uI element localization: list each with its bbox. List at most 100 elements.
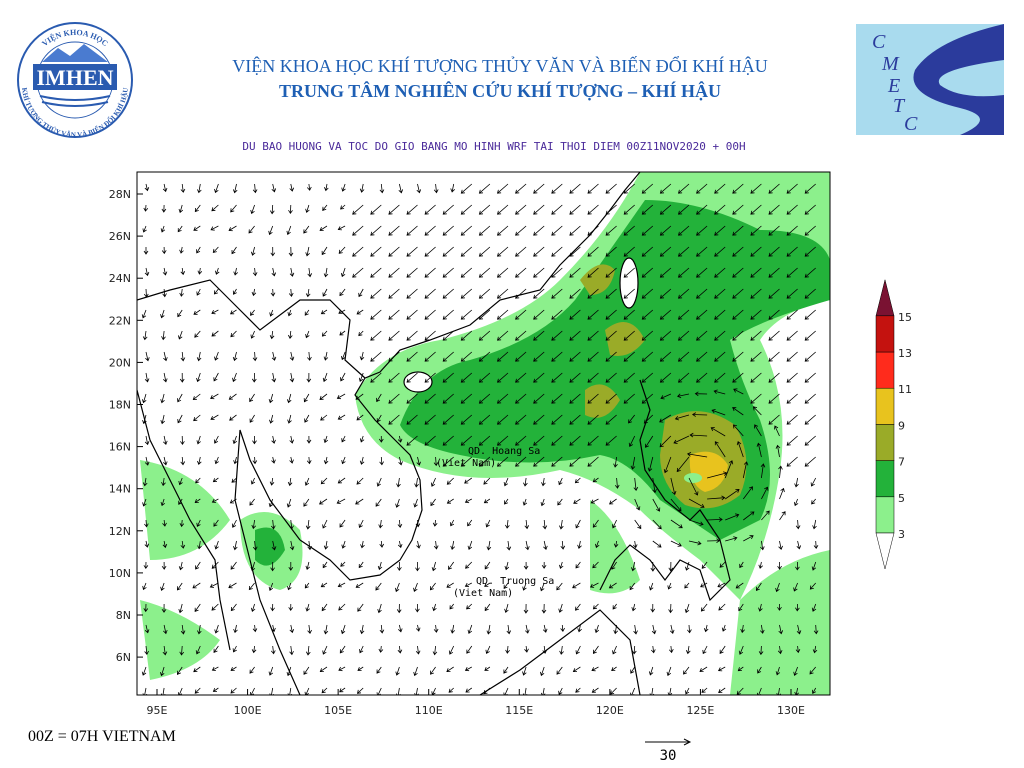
wind-arrow bbox=[320, 309, 328, 315]
lat-label: 26N bbox=[109, 230, 131, 243]
wind-arrow bbox=[370, 225, 382, 236]
lat-label: 12N bbox=[109, 525, 131, 538]
wind-arrow bbox=[677, 330, 690, 341]
wind-arrow bbox=[376, 666, 382, 674]
wind-arrow bbox=[577, 624, 582, 633]
wind-arrow bbox=[213, 519, 219, 527]
wind-arrow bbox=[268, 666, 274, 676]
wind-arrow bbox=[424, 414, 436, 425]
wind-arrow bbox=[442, 372, 454, 383]
wind-arrow bbox=[397, 519, 403, 529]
wind-arrow bbox=[587, 456, 599, 467]
wind-arrow bbox=[612, 603, 617, 610]
wind-arrow bbox=[269, 330, 275, 340]
wind-arrow bbox=[450, 540, 455, 551]
wind-arrow bbox=[160, 414, 165, 425]
wind-arrow bbox=[758, 645, 764, 656]
wind-arrow bbox=[377, 561, 383, 571]
wind-arrow bbox=[643, 414, 654, 424]
wind-arrow bbox=[478, 183, 491, 194]
wind-arrow bbox=[442, 225, 454, 236]
wind-arrow bbox=[249, 498, 255, 506]
wind-arrow bbox=[163, 624, 168, 635]
wind-arrow bbox=[559, 519, 564, 530]
wind-arrow bbox=[442, 330, 454, 341]
wind-arrow bbox=[804, 351, 816, 362]
wind-arrow bbox=[591, 687, 599, 693]
wind-arrow bbox=[713, 389, 726, 395]
wind-arrow bbox=[736, 687, 744, 695]
wind-arrow bbox=[161, 330, 166, 341]
wind-arrow bbox=[179, 372, 185, 383]
wind-arrow bbox=[161, 603, 167, 613]
wind-arrow bbox=[357, 603, 364, 612]
wind-arrow bbox=[388, 414, 400, 425]
wind-arrow bbox=[718, 603, 726, 611]
wind-arrow bbox=[178, 603, 183, 614]
wind-arrow bbox=[786, 456, 798, 467]
wind-arrow bbox=[623, 309, 635, 320]
wind-arrow bbox=[811, 498, 817, 505]
wind-arrow bbox=[357, 666, 364, 671]
wind-arrow bbox=[251, 519, 256, 530]
wind-arrow bbox=[195, 645, 201, 655]
wind-arrow bbox=[740, 624, 745, 634]
wind-arrow bbox=[356, 477, 364, 485]
wind-arrow bbox=[163, 351, 168, 362]
wind-arrow bbox=[652, 477, 657, 494]
wind-arrow bbox=[406, 372, 418, 383]
wind-arrow bbox=[142, 393, 147, 404]
wind-arrow bbox=[725, 513, 740, 521]
wind-arrow bbox=[406, 351, 418, 362]
wind-arrow bbox=[496, 435, 509, 446]
wind-arrow bbox=[677, 225, 690, 236]
wind-arrow bbox=[569, 246, 581, 257]
wind-arrow bbox=[141, 309, 147, 319]
wind-arrow bbox=[628, 435, 636, 447]
wind-arrow bbox=[686, 452, 708, 458]
wind-arrow bbox=[590, 498, 599, 504]
wind-arrow bbox=[323, 351, 329, 361]
wind-arrow bbox=[804, 456, 816, 467]
wind-arrow bbox=[694, 391, 708, 397]
wind-arrow bbox=[775, 582, 780, 593]
wind-arrow bbox=[486, 624, 492, 635]
wind-arrow bbox=[305, 645, 311, 656]
wind-arrow bbox=[396, 477, 401, 488]
wind-arrow bbox=[768, 204, 780, 215]
wind-arrow bbox=[641, 225, 654, 236]
wind-arrow bbox=[605, 246, 617, 257]
wind-arrow bbox=[179, 246, 184, 254]
wind-arrow bbox=[515, 288, 527, 299]
wind-arrow bbox=[575, 645, 581, 655]
wind-arrow bbox=[370, 246, 382, 257]
wind-arrow bbox=[177, 225, 183, 233]
wind-arrow bbox=[177, 414, 183, 424]
wind-arrow bbox=[794, 477, 799, 488]
wind-arrow bbox=[775, 444, 781, 458]
wind-arrow bbox=[587, 435, 599, 446]
wind-arrow bbox=[289, 624, 295, 634]
wind-arrow bbox=[337, 477, 346, 484]
wind-arrow bbox=[337, 225, 346, 231]
wind-arrow bbox=[433, 624, 439, 633]
wind-arrow bbox=[370, 351, 382, 362]
wind-arrow bbox=[338, 666, 346, 672]
wind-arrow bbox=[670, 540, 682, 547]
wind-arrow bbox=[732, 288, 744, 299]
wind-arrow bbox=[551, 330, 563, 341]
wind-arrow bbox=[496, 372, 509, 383]
wind-arrow bbox=[587, 246, 599, 257]
colorbar-label: 7 bbox=[898, 456, 905, 469]
vector-ref-label: 30 bbox=[660, 748, 677, 764]
wind-arrow bbox=[533, 393, 545, 404]
wind-arrow bbox=[163, 456, 168, 466]
wind-arrow bbox=[631, 561, 636, 572]
wind-arrow bbox=[710, 427, 726, 437]
wind-arrow bbox=[524, 519, 530, 530]
wind-arrow bbox=[631, 645, 637, 655]
wind-arrow bbox=[496, 246, 509, 257]
wind-arrow bbox=[229, 414, 237, 421]
